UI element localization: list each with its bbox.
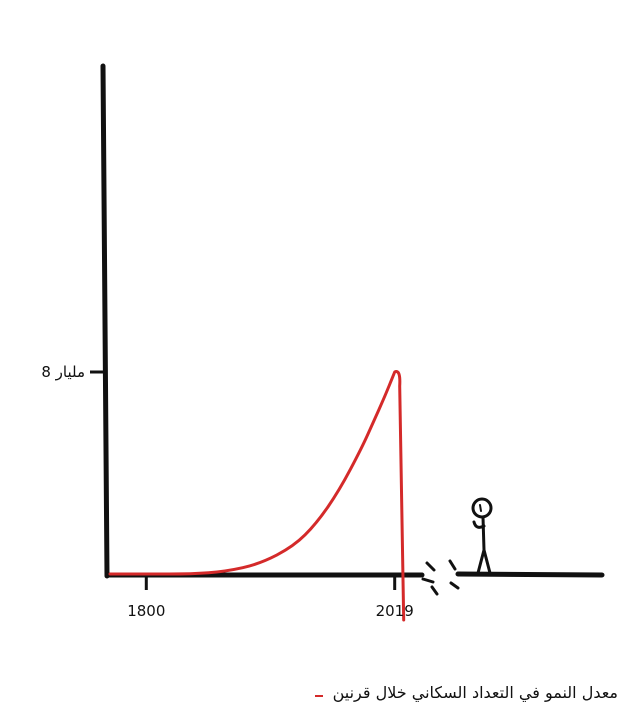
break-mark-2 [421, 577, 435, 584]
legend-label: معدل النمو في التعداد السكاني خلال قرنين [332, 683, 618, 702]
stick-figure [471, 497, 493, 575]
tick-labels: 1800 2019 8 مليار [41, 363, 413, 620]
x-axis-line-right [455, 571, 605, 578]
figure-leg-right [482, 548, 492, 575]
series-marks [108, 370, 406, 622]
x-tick-label-1800: 1800 [127, 602, 165, 620]
break-mark-3 [430, 585, 439, 596]
x-tick-label-2019: 2019 [376, 602, 414, 620]
break-mark-1 [425, 561, 436, 572]
legend: معدل النمو في التعداد السكاني خلال قرنين [314, 683, 618, 702]
y-axis-line [100, 63, 110, 579]
break-mark-4 [448, 559, 457, 571]
axes [90, 63, 605, 596]
legend-swatch [314, 694, 323, 697]
figure-head [471, 497, 493, 519]
series-line-0 [108, 370, 406, 622]
figure-body [481, 515, 486, 552]
figure-leg-left [476, 548, 486, 575]
y-tick-label: 8 مليار [41, 363, 85, 381]
break-mark-5 [449, 581, 460, 590]
figure-arm [472, 520, 486, 529]
figure-eye [479, 504, 482, 512]
